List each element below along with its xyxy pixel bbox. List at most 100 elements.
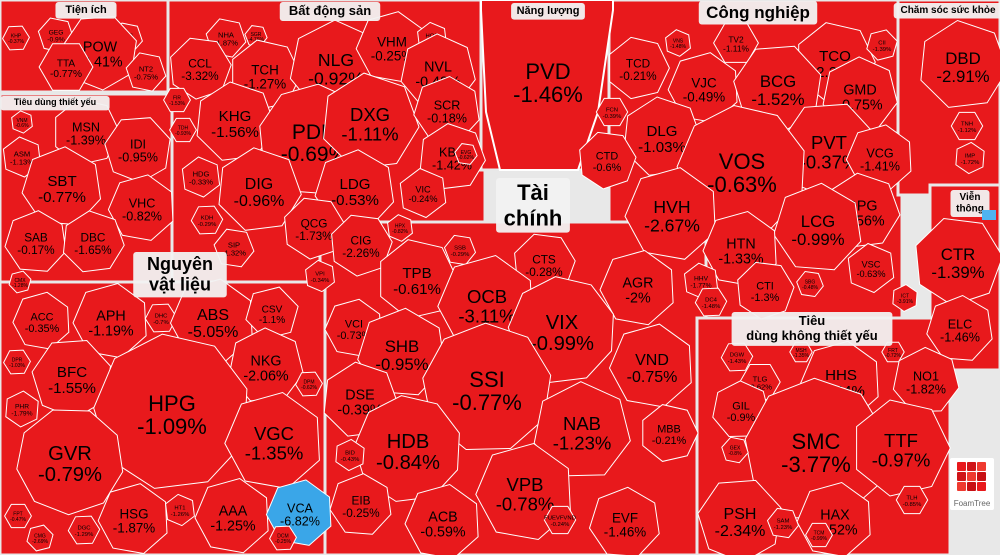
- stock-cell-vpi[interactable]: VPI-0.34%: [305, 259, 335, 293]
- stock-change-label: -1.19%: [88, 323, 134, 339]
- stock-cell-ctd[interactable]: CTD-0.6%: [579, 131, 637, 190]
- stock-cell-hpx[interactable]: HPX-0.82%: [387, 214, 413, 242]
- stock-cell-fir[interactable]: FIR-1.53%: [163, 87, 191, 113]
- stock-cell-ict[interactable]: ICT-3.91%: [892, 284, 918, 312]
- stock-cell-vgc[interactable]: VGC-1.35%: [224, 391, 320, 490]
- stock-code-label: DCM: [277, 534, 288, 540]
- stock-cell-cmx[interactable]: CMX-1.28%: [8, 270, 32, 294]
- stock-cell-bid[interactable]: BID-0.43%: [335, 438, 365, 472]
- stock-cell-dpm[interactable]: DPM-0.62%: [295, 371, 323, 397]
- stock-cell-acb[interactable]: ACB-0.59%: [404, 483, 479, 555]
- stock-cell-khg[interactable]: KHG-1.56%: [196, 81, 276, 161]
- stock-cell-nkg[interactable]: NKG-2.06%: [228, 327, 304, 402]
- stock-change-label: -0.73%: [337, 330, 372, 342]
- stock-cell-evf[interactable]: EVF-1.46%: [588, 486, 660, 555]
- stock-cell-bfc[interactable]: BFC-1.55%: [31, 339, 112, 419]
- stock-cell-ht1[interactable]: HT1-1.26%: [165, 493, 195, 527]
- stock-cell-mbb[interactable]: MBB-0.21%: [642, 404, 699, 462]
- stock-cell-tta[interactable]: TTA-0.77%: [38, 43, 94, 91]
- stock-cell-vnd[interactable]: VND-0.75%: [608, 323, 692, 408]
- stock-cell-ssb[interactable]: SSB-0.29%: [443, 234, 477, 266]
- stock-cell-vhc[interactable]: VHC-0.82%: [107, 174, 174, 241]
- stock-cell-dgc[interactable]: DGC-1.29%: [67, 515, 101, 545]
- stock-cell-gvr[interactable]: GVR-0.79%: [16, 409, 124, 516]
- stock-code-label: NO1: [913, 369, 939, 383]
- stock-cell-ccl[interactable]: CCL-3.32%: [170, 37, 232, 100]
- stock-cell-nt2[interactable]: NT2-0.75%: [125, 52, 167, 92]
- stock-cell-cig[interactable]: CIG-2.26%: [331, 214, 393, 277]
- stock-cell-elc[interactable]: ELC-1.46%: [926, 294, 993, 361]
- stock-cell-fuevfvnd[interactable]: FUEVFVND-0.24%: [543, 505, 577, 535]
- stock-cell-vnm[interactable]: VNM-0.6%: [11, 110, 33, 134]
- stock-cell-dig[interactable]: DIG-0.96%: [218, 147, 302, 231]
- stock-cell-hvh[interactable]: HVH-2.67%: [624, 167, 716, 260]
- stock-cell-dc4[interactable]: DC4-1.48%: [694, 287, 728, 317]
- stock-code-label: HAX: [820, 507, 850, 523]
- stock-cell-tcd[interactable]: TCD-0.21%: [609, 36, 670, 100]
- stock-code-label: CMG: [34, 534, 46, 540]
- stock-cell-no1[interactable]: NO1-1.82%: [892, 346, 960, 413]
- stock-cell-dcm[interactable]: DCM-0.25%: [269, 525, 297, 551]
- stock-cell-pvd[interactable]: PVD-1.46%: [513, 59, 583, 107]
- stock-code-label: DBC: [81, 230, 106, 244]
- stock-code-label: SSI: [469, 367, 504, 392]
- stock-cell-vic[interactable]: VIC-0.24%: [399, 167, 447, 219]
- stock-cell-gex[interactable]: GEX-0.8%: [721, 436, 749, 464]
- stock-cell-idi[interactable]: IDI-0.95%: [104, 117, 171, 184]
- stock-cell-vns[interactable]: VNS-1.48%: [665, 29, 691, 57]
- stock-cell-fcn[interactable]: FCN-0.39%: [595, 97, 629, 127]
- stock-cell-tcm[interactable]: TCM-0.99%: [805, 522, 833, 548]
- stock-cell-ttf[interactable]: TTF-0.97%: [856, 399, 951, 497]
- stock-cell-hsg[interactable]: HSG-1.87%: [97, 483, 168, 555]
- stock-cell-aaa[interactable]: AAA-1.25%: [194, 477, 269, 554]
- stock-cell-scr[interactable]: SCR-0.18%: [413, 75, 480, 142]
- stock-code-label: HHV: [694, 276, 709, 283]
- stock-cell-agr[interactable]: AGR-2%: [599, 249, 674, 326]
- stock-cell-kdh[interactable]: KDH-0.29%: [190, 205, 224, 235]
- stock-cell-sam[interactable]: SAM-1.23%: [766, 507, 800, 539]
- stock-cell-tnh[interactable]: TNH-1.12%: [950, 111, 984, 141]
- stock-code-label: CMX: [14, 278, 26, 284]
- stock-cell-qcg[interactable]: QCG-1.73%: [284, 197, 346, 260]
- stock-cell-dpr[interactable]: DPR-1.03%: [3, 349, 31, 375]
- stock-cell-khp[interactable]: KHP-0.37%: [2, 25, 30, 51]
- sector-label-bg: [133, 252, 227, 298]
- stock-cell-vcg[interactable]: VCG-1.41%: [845, 124, 912, 191]
- stock-cell-hdg[interactable]: HDG-0.33%: [181, 156, 221, 198]
- stock-cell-tdh[interactable]: TDH-0.93%: [169, 117, 197, 143]
- stock-code-label: HDB: [387, 431, 430, 453]
- stock-cell-nab[interactable]: NAB-1.23%: [533, 381, 631, 477]
- stock-cell-vsc[interactable]: VSC-0.63%: [847, 242, 895, 294]
- stock-change-label: -0.63%: [856, 269, 885, 279]
- stock-cell-eib[interactable]: EIB-0.25%: [329, 473, 392, 535]
- stock-code-label: EVF: [612, 510, 638, 525]
- stock-cell-imp[interactable]: IMP-1.72%: [955, 141, 985, 175]
- stock-cell-smc[interactable]: SMC-3.77%: [744, 377, 887, 519]
- stock-cell-sbg[interactable]: SBG-0.48%: [796, 270, 824, 298]
- stock-cell-acc[interactable]: ACC-0.35%: [12, 291, 70, 350]
- stock-cell-evg[interactable]: EVG-0.62%: [454, 143, 478, 165]
- stock-cell-dgw[interactable]: DGW-1.43%: [720, 342, 754, 372]
- sector-label-bg: [698, 1, 818, 25]
- stock-change-label: -0.6%: [15, 123, 29, 129]
- stock-cell-phr[interactable]: PHR-1.79%: [5, 390, 39, 428]
- stock-cell-psh[interactable]: PSH-2.34%: [697, 479, 782, 555]
- stock-cell-dbc[interactable]: DBC-1.65%: [62, 210, 125, 273]
- stock-cell-fpt[interactable]: FPT-0.47%: [4, 503, 32, 529]
- stock-tile: [125, 52, 167, 92]
- stock-cell-aph[interactable]: APH-1.19%: [72, 282, 147, 359]
- stock-cell-cmg[interactable]: CMG-2.69%: [26, 524, 54, 552]
- stock-change-label: -1.87%: [113, 520, 156, 535]
- stock-cell-sab[interactable]: SAB-0.17%: [4, 210, 67, 272]
- stock-cell-vjc[interactable]: VJC-0.49%: [667, 52, 738, 124]
- stock-cell-dbd[interactable]: DBD-2.91%: [920, 19, 1000, 108]
- stock-cell-hdb[interactable]: HDB-0.84%: [353, 395, 460, 502]
- stock-cell-tlh[interactable]: TLH-0.85%: [895, 485, 929, 515]
- stock-cell-dxg[interactable]: DXG-1.11%: [323, 72, 420, 170]
- stock-cell-cii[interactable]: CII-1.39%: [866, 29, 898, 61]
- sector-label-text: Chăm sóc sức khỏe: [900, 5, 995, 16]
- stock-cell-tpb[interactable]: TPB-0.61%: [380, 239, 458, 319]
- stock-cell-hpg[interactable]: HPG-1.09%: [93, 333, 248, 489]
- stock-change-label: -0.25%: [371, 48, 414, 63]
- stock-cell-lcg[interactable]: LCG-0.99%: [773, 182, 862, 271]
